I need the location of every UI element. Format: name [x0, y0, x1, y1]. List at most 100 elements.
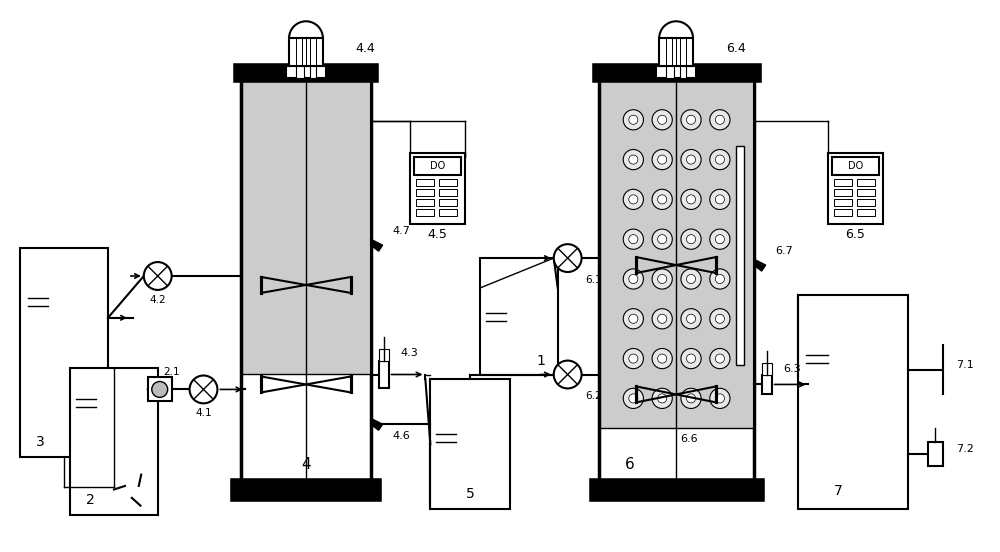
Bar	[592, 481, 762, 499]
Circle shape	[629, 155, 638, 164]
Bar	[70, 368, 158, 515]
Polygon shape	[371, 418, 383, 430]
Text: 7.1: 7.1	[956, 359, 973, 369]
Circle shape	[686, 235, 696, 244]
Circle shape	[152, 381, 168, 397]
Circle shape	[652, 110, 672, 130]
Bar	[736, 146, 744, 364]
Bar	[430, 379, 510, 509]
Circle shape	[681, 189, 701, 210]
Circle shape	[681, 229, 701, 250]
Circle shape	[681, 309, 701, 329]
Circle shape	[658, 274, 667, 284]
Circle shape	[629, 235, 638, 244]
Circle shape	[715, 274, 724, 284]
Bar	[656, 66, 696, 78]
Text: 4.1: 4.1	[195, 408, 212, 418]
Polygon shape	[754, 259, 766, 271]
Circle shape	[658, 354, 667, 363]
Circle shape	[652, 309, 672, 329]
Bar	[832, 157, 879, 174]
Bar	[857, 199, 875, 206]
Circle shape	[554, 244, 582, 272]
Circle shape	[623, 388, 643, 408]
Circle shape	[652, 150, 672, 169]
Circle shape	[686, 394, 696, 403]
Circle shape	[629, 314, 638, 323]
Circle shape	[686, 354, 696, 363]
Circle shape	[623, 269, 643, 289]
Text: 3: 3	[36, 435, 45, 449]
Circle shape	[715, 195, 724, 204]
Text: 6.1: 6.1	[586, 275, 602, 285]
Text: 7.2: 7.2	[956, 444, 974, 454]
Circle shape	[658, 314, 667, 323]
Bar	[310, 66, 316, 78]
Bar	[379, 349, 389, 360]
Text: 6.3: 6.3	[784, 364, 801, 374]
Circle shape	[715, 235, 724, 244]
Text: 4.2: 4.2	[149, 295, 166, 305]
Bar	[666, 66, 674, 78]
Circle shape	[715, 354, 724, 363]
Bar	[286, 66, 326, 78]
Text: 6.2: 6.2	[586, 391, 602, 401]
Text: 5: 5	[466, 487, 475, 501]
Text: 7: 7	[834, 484, 843, 498]
Bar	[236, 66, 376, 80]
Circle shape	[681, 110, 701, 130]
Circle shape	[623, 110, 643, 130]
Circle shape	[629, 195, 638, 204]
Bar	[439, 199, 457, 206]
Bar	[828, 152, 883, 224]
Circle shape	[681, 150, 701, 169]
Bar	[439, 189, 457, 197]
Bar	[857, 179, 875, 187]
Circle shape	[710, 150, 730, 169]
Circle shape	[652, 348, 672, 369]
Text: 6.6: 6.6	[680, 434, 698, 444]
Circle shape	[658, 195, 667, 204]
Circle shape	[681, 388, 701, 408]
Circle shape	[658, 115, 667, 124]
Bar	[480, 258, 558, 375]
Bar	[857, 209, 875, 216]
Circle shape	[710, 110, 730, 130]
Bar	[834, 179, 852, 187]
Circle shape	[715, 394, 724, 403]
Bar	[414, 157, 461, 174]
Circle shape	[686, 274, 696, 284]
Circle shape	[658, 235, 667, 244]
Text: 6.5: 6.5	[845, 228, 865, 241]
Text: 4: 4	[301, 457, 311, 471]
Circle shape	[710, 229, 730, 250]
Text: 4.5: 4.5	[427, 228, 447, 241]
Circle shape	[715, 155, 724, 164]
Circle shape	[681, 348, 701, 369]
Circle shape	[710, 388, 730, 408]
Bar	[416, 209, 434, 216]
Bar	[416, 189, 434, 197]
Bar	[148, 378, 172, 401]
Circle shape	[681, 269, 701, 289]
Bar	[762, 374, 772, 394]
Circle shape	[652, 189, 672, 210]
Circle shape	[686, 115, 696, 124]
Text: 4.3: 4.3	[401, 348, 418, 358]
Circle shape	[652, 388, 672, 408]
Circle shape	[190, 375, 217, 404]
Bar	[416, 179, 434, 187]
Circle shape	[710, 189, 730, 210]
Bar	[680, 66, 686, 78]
Text: 4.6: 4.6	[393, 431, 410, 441]
Circle shape	[652, 269, 672, 289]
Circle shape	[629, 354, 638, 363]
Bar	[379, 360, 389, 389]
Polygon shape	[371, 239, 383, 251]
Bar	[595, 66, 759, 80]
Circle shape	[652, 229, 672, 250]
Bar	[834, 189, 852, 197]
Circle shape	[658, 155, 667, 164]
Circle shape	[623, 309, 643, 329]
Circle shape	[623, 150, 643, 169]
